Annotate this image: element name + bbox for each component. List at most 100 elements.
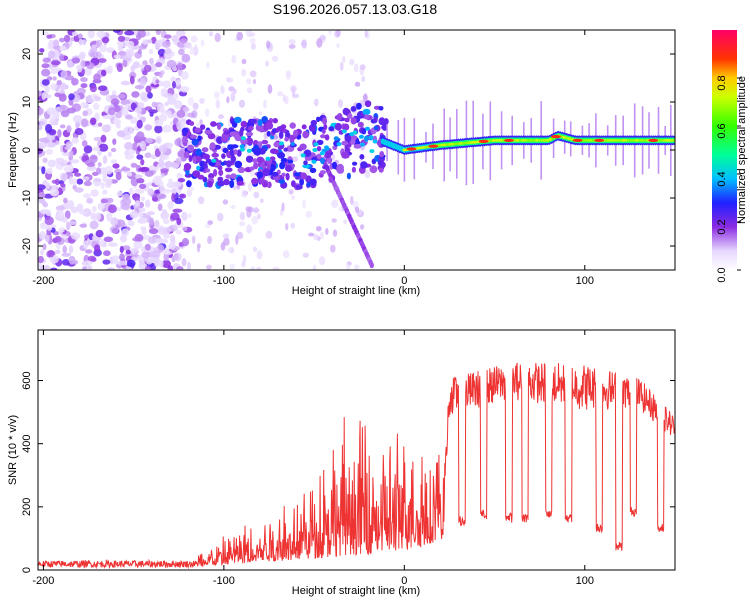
spectrogram-cell	[199, 119, 203, 125]
spectrogram-cell	[312, 264, 317, 270]
spectrogram-cell	[137, 49, 142, 55]
snr-ylabel: SNR (10 * v/v)	[7, 415, 19, 485]
spectrogram-cell	[93, 102, 100, 110]
spectrogram-cell	[136, 131, 145, 141]
spectrogram-cell	[38, 124, 43, 131]
spectrogram-cell	[144, 124, 153, 131]
spectrogram-cell	[170, 76, 176, 83]
spectrogram-cell	[177, 62, 183, 71]
spectrogram-cell	[40, 249, 45, 256]
spectrogram-cell	[299, 143, 307, 151]
spectrogram-cell	[102, 155, 108, 165]
spectrogram-cell	[301, 124, 307, 130]
spectrogram-cell	[144, 170, 154, 177]
spectrogram-cell	[233, 116, 242, 124]
spectrogram-cell	[181, 53, 191, 63]
spectrogram-cell	[181, 258, 187, 267]
spectrogram-cell	[239, 144, 245, 149]
spectrogram-cell	[261, 116, 269, 123]
spectrogram-cell	[248, 125, 254, 131]
spectrogram-cell	[76, 87, 86, 95]
spectrogram-cell	[54, 249, 61, 254]
spectrogram-cell	[353, 63, 359, 73]
colorbar-tick-label: 0.8	[716, 75, 728, 90]
spectrogram-cell	[131, 91, 140, 98]
spectrogram-cell	[349, 132, 355, 137]
spectrogram-cell	[61, 252, 71, 257]
spectrogram-cell	[47, 159, 56, 168]
spectrogram-cell	[163, 93, 173, 98]
spectrogram-cell	[126, 40, 135, 49]
spectrogram-cell	[155, 136, 162, 144]
spectrogram-cell	[192, 102, 199, 111]
spectrogram-cell	[117, 260, 127, 266]
spectrogram-cell	[59, 53, 64, 62]
spectrogram-cell	[344, 117, 350, 123]
spectrogram-cell	[316, 139, 324, 146]
spectrogram-cell	[213, 169, 218, 177]
spectrogram-cell	[167, 200, 174, 210]
spectrogram-cell	[316, 116, 321, 123]
spectrogram-cell	[363, 93, 368, 103]
spectrogram-cell	[192, 156, 197, 164]
spectrogram-cell	[121, 197, 132, 206]
spectrogram-cell	[205, 224, 211, 229]
spectrogram-cell	[95, 212, 102, 221]
spectrogram-cell	[82, 110, 88, 117]
spectrogram-cell	[208, 161, 216, 166]
spectrogram-cell	[117, 44, 124, 52]
spectrogram-cell	[86, 197, 94, 204]
spectrogram-cell	[342, 55, 346, 63]
spectrogram-cell	[66, 60, 74, 68]
spectrogram-cell	[281, 172, 286, 177]
spectrogram-cell	[124, 153, 134, 160]
spectrogram-cell	[273, 135, 279, 140]
snr-xlabel: Height of straight line (km)	[292, 585, 420, 597]
spectrogram-cell	[76, 178, 84, 185]
spectrogram-cell	[322, 164, 330, 170]
spectrogram-cell	[237, 166, 246, 174]
spectrogram-cell	[165, 161, 173, 168]
spectrogram-cell	[171, 193, 176, 202]
spectrogram-cell	[246, 87, 253, 94]
spectrogram-cell	[316, 226, 322, 232]
spectrogram-cell	[125, 50, 134, 58]
snr-frame	[37, 329, 676, 571]
spectrogram-cell	[313, 142, 319, 147]
spectrogram-cell	[368, 135, 374, 140]
spectrogram-cell	[217, 212, 224, 222]
spectrogram-cell	[340, 61, 344, 71]
spectrogram-cell	[225, 160, 232, 168]
spectrogram-cell	[272, 149, 280, 155]
spectrogram-cell	[159, 186, 166, 194]
spectrogram-cell	[236, 149, 242, 157]
spectrogram-cell	[357, 121, 364, 128]
spectrogram-cell	[134, 188, 145, 194]
spectrogram-cell	[178, 48, 185, 56]
spectrogram-cell	[231, 54, 237, 64]
spectrogram-cell	[259, 198, 264, 203]
spectrogram-cell	[285, 223, 289, 231]
spectrogram-cell	[170, 234, 176, 243]
spectrogram-cell	[74, 128, 84, 135]
spectrogram-cell	[207, 235, 213, 245]
spectrogram-cell	[250, 43, 256, 50]
spectrogram-cell	[149, 111, 154, 117]
spectrogram-cell	[228, 86, 235, 92]
spectrogram-cell	[282, 250, 290, 259]
spectrogram-cell	[572, 138, 583, 142]
spectrogram-cell	[341, 129, 347, 134]
spectrogram-cell	[47, 250, 55, 258]
spectrogram-cell	[332, 229, 338, 237]
spectrogram-cell	[245, 30, 253, 38]
spectrogram-cell	[406, 147, 417, 151]
spectrogram-cell	[83, 180, 92, 187]
spectrogram-cell	[246, 148, 252, 153]
spectrogram-cell	[74, 187, 84, 193]
spectrogram-cell	[223, 130, 230, 135]
spectrogram-cell	[53, 39, 60, 48]
spectrogram-cell	[369, 149, 375, 154]
spectrogram-cell	[164, 34, 172, 39]
spectrogram-cell	[101, 69, 107, 77]
